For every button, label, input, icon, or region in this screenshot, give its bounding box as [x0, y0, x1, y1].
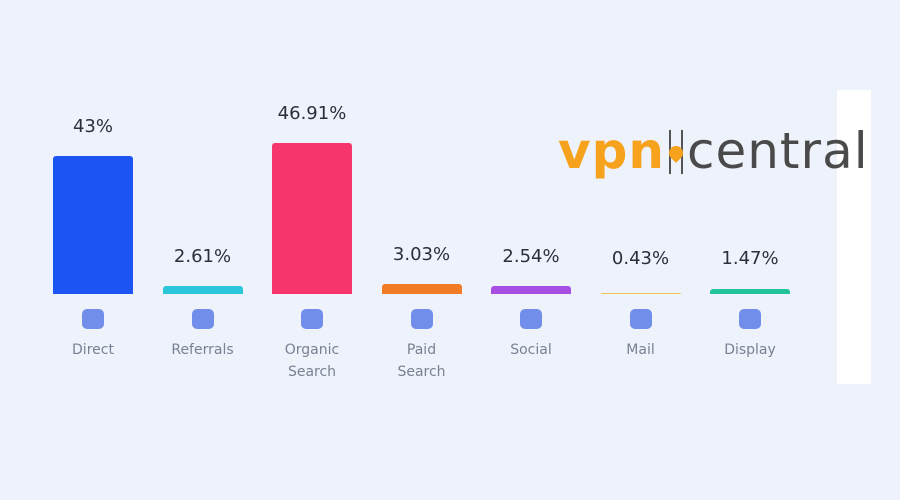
logo: vpn central	[558, 122, 869, 180]
value-label: 43%	[72, 115, 113, 137]
logo-right: central	[686, 122, 869, 180]
bar	[710, 289, 790, 294]
bar	[53, 155, 133, 294]
bar	[600, 292, 681, 294]
category-label: Paid Search	[397, 342, 446, 380]
category-icon	[520, 309, 542, 329]
category-icon	[301, 309, 323, 329]
category-label: Display	[724, 342, 776, 358]
category-label: Organic Search	[284, 342, 340, 380]
category-icon	[739, 309, 761, 329]
bar	[162, 285, 243, 294]
category-label: Referrals	[171, 342, 234, 358]
logo-pin	[668, 130, 683, 174]
category-icon	[629, 309, 652, 329]
category-label: Mail	[626, 342, 655, 358]
category-icon	[82, 309, 104, 329]
value-label: 0.43%	[611, 248, 670, 269]
value-label: 2.54%	[502, 245, 560, 267]
bar	[381, 284, 462, 294]
bar	[272, 143, 352, 294]
category-label: Direct	[72, 342, 114, 358]
bar	[491, 285, 571, 294]
category-label: Social	[510, 342, 552, 358]
side-panel	[837, 90, 871, 384]
logo-left: vpn	[558, 122, 665, 180]
value-label: 46.91%	[277, 103, 347, 124]
value-label: 3.03%	[392, 244, 451, 266]
category-icon	[410, 309, 433, 329]
category-icon	[191, 309, 214, 329]
chart-panel	[30, 90, 836, 406]
value-label: 1.47%	[721, 248, 779, 269]
value-label: 2.61%	[173, 245, 232, 267]
